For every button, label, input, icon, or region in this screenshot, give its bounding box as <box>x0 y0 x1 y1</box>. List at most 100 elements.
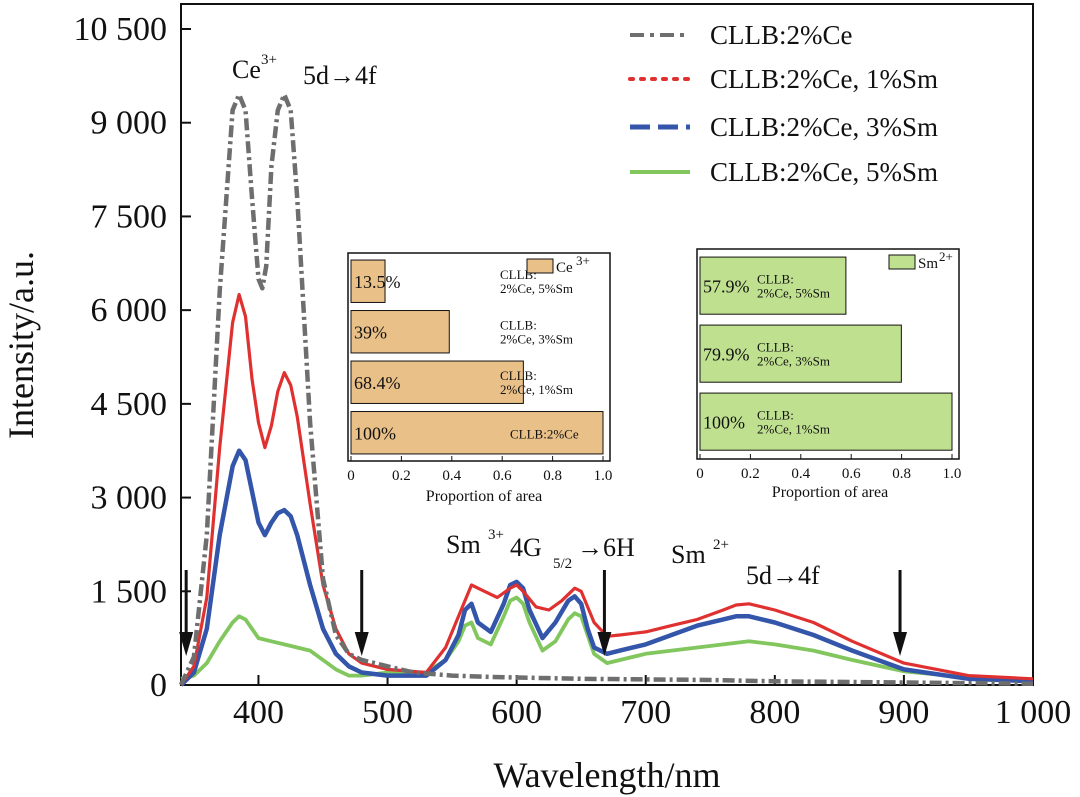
x-axis-title: Wavelength/nm <box>493 755 720 795</box>
inset-sm-bar-label1-2: CLLB: <box>757 408 794 423</box>
legend-label-1sm: CLLB:2%Ce, 1%Sm <box>710 64 938 94</box>
annot-sm3-ion: Sm <box>446 530 481 559</box>
inset-ce-bar-label2-1: 2%Ce, 3%Sm <box>500 332 573 347</box>
series-line-2 <box>179 448 1034 687</box>
inset-ce-tick-label-1: 0.2 <box>392 468 411 484</box>
y-tick-label-2: 3 000 <box>91 480 168 517</box>
y-axis-title: Intensity/a.u. <box>1 251 41 439</box>
inset-sm-bar-pct-2: 100% <box>703 413 745 433</box>
inset-ce-bar-label1-3: CLLB:2%Ce <box>510 427 579 442</box>
inset-ce-bar-pct-1: 39% <box>354 323 387 343</box>
inset-sm-tick-label-1: 0.2 <box>741 466 760 482</box>
main-ticks: 400 500 600 700 800 900 1 000 0 1 500 3 000 4 500 6… <box>74 11 1072 731</box>
inset-sm-tick-label-5: 1.0 <box>943 466 962 482</box>
inset-ce-tick-label-5: 1.0 <box>594 468 613 484</box>
inset-ce-legend-label: Ce <box>556 260 573 276</box>
arrow-head-2 <box>597 632 612 656</box>
inset-ce-bar-label1-2: CLLB: <box>500 368 537 383</box>
inset-sm-bar-pct-1: 79.9% <box>703 345 750 365</box>
inset-ce-legend-swatch <box>526 258 554 274</box>
inset-ce-bar-label2-2: 2%Ce, 1%Sm <box>500 382 573 397</box>
legend: CLLB:2%Ce CLLB:2%Ce, 1%Sm CLLB:2%Ce, 3%S… <box>628 20 938 187</box>
inset-ce-ticks: 0 0.2 0.4 0.6 0.8 1.0 <box>347 456 612 484</box>
inset-sm-bar-label1-0: CLLB: <box>757 272 794 287</box>
inset-ce-bar-label2-0: 2%Ce, 5%Sm <box>500 281 573 296</box>
legend-label-5sm: CLLB:2%Ce, 5%Sm <box>710 157 938 187</box>
series-line-3 <box>180 595 1034 682</box>
annot-sm2-charge: 2+ <box>713 537 729 553</box>
annotation-sm3: Sm 3+ 4G 5/2 →6H <box>446 527 635 572</box>
annotation-ce: Ce 3+ 5d→4f <box>232 52 377 90</box>
inset-ce-bar-2 <box>350 360 524 404</box>
x-tick-label-4: 800 <box>749 694 800 731</box>
inset-sm-xlabel: Proportion of area <box>772 484 888 501</box>
inset-sm-bar-1 <box>699 324 902 383</box>
y-tick-label-4: 6 000 <box>91 292 168 329</box>
y-tick-label-7: 10 500 <box>74 11 168 48</box>
legend-label-ce: CLLB:2%Ce <box>710 20 853 50</box>
annot-sm3-transition-b: →6H <box>577 533 635 562</box>
annot-sm3-transition-a: 4G <box>510 533 542 562</box>
inset-sm-tick-label-0: 0 <box>696 466 704 482</box>
x-tick-label-2: 600 <box>491 694 542 731</box>
annot-ce-ion: Ce <box>232 55 261 84</box>
inset-ce-tick-label-0: 0 <box>347 468 355 484</box>
inset-ce-xlabel: Proportion of area <box>426 488 542 505</box>
inset-ce-tick-label-2: 0.4 <box>442 468 461 484</box>
inset-sm-bar-0 <box>699 256 847 315</box>
inset-sm-bar-2 <box>699 392 953 451</box>
inset-ce-bar-label1-1: CLLB: <box>500 318 537 333</box>
series-line-0 <box>178 92 1034 687</box>
x-tick-label-6: 1 000 <box>995 694 1072 731</box>
annot-sm3-charge: 3+ <box>488 527 504 543</box>
annot-ce-charge: 3+ <box>261 52 277 68</box>
inset-ce-legend-sup: 3+ <box>576 253 590 268</box>
annotation-sm2: Sm 2+ 5d→4f <box>671 537 820 590</box>
series-line-1 <box>179 292 1034 686</box>
inset-ce-bar-pct-0: 13.5% <box>354 272 401 292</box>
y-tick-label-6: 9 000 <box>91 105 168 142</box>
x-tick-label-1: 500 <box>362 694 413 731</box>
inset-sm-tick-label-3: 0.6 <box>842 466 861 482</box>
inset-sm-tick-label-2: 0.4 <box>791 466 810 482</box>
inset-ce-tick-label-3: 0.6 <box>493 468 512 484</box>
x-tick-label-5: 900 <box>878 694 929 731</box>
annot-sm3-transition-sub: 5/2 <box>553 556 572 572</box>
inset-sm-legend-swatch <box>888 254 916 270</box>
inset-ce-bar-0 <box>350 259 386 303</box>
inset-ce-bar-3 <box>350 411 604 455</box>
plot-frame <box>180 3 1034 686</box>
main-series <box>178 92 1034 687</box>
arrow-head-0 <box>179 632 194 656</box>
annot-ce-transition: 5d→4f <box>303 61 377 90</box>
annot-sm2-transition: 5d→4f <box>746 561 820 590</box>
y-tick-label-5: 7 500 <box>91 198 168 235</box>
inset-sm-bar-label2-1: 2%Ce, 3%Sm <box>757 354 830 369</box>
inset-sm-bar-label2-0: 2%Ce, 5%Sm <box>757 286 830 301</box>
inset-ce-tick-label-4: 0.8 <box>543 468 562 484</box>
region-arrows <box>179 570 908 656</box>
inset-sm-legend-label: Sm <box>918 256 938 272</box>
annot-sm2-ion: Sm <box>671 540 706 569</box>
inset-sm-tick-label-4: 0.8 <box>892 466 911 482</box>
inset-sm-bar-label2-2: 2%Ce, 1%Sm <box>757 422 830 437</box>
inset-ce-bar-pct-3: 100% <box>354 424 396 444</box>
y-tick-label-3: 4 500 <box>91 386 168 423</box>
x-tick-label-3: 700 <box>620 694 671 731</box>
x-tick-label-0: 400 <box>233 694 284 731</box>
inset-ce-bar-1 <box>350 310 450 354</box>
arrow-head-1 <box>354 632 369 656</box>
inset-sm-ticks: 0 0.2 0.4 0.6 0.8 1.0 <box>696 454 961 482</box>
inset-sm-bar-label1-1: CLLB: <box>757 340 794 355</box>
inset-sm-bar-pct-0: 57.9% <box>703 277 750 297</box>
legend-label-3sm: CLLB:2%Ce, 3%Sm <box>710 112 938 142</box>
arrow-head-3 <box>893 632 908 656</box>
y-tick-label-1: 1 500 <box>91 573 168 610</box>
inset-ce-bar-pct-2: 68.4% <box>354 373 401 393</box>
inset-sm-legend-sup: 2+ <box>939 249 953 264</box>
